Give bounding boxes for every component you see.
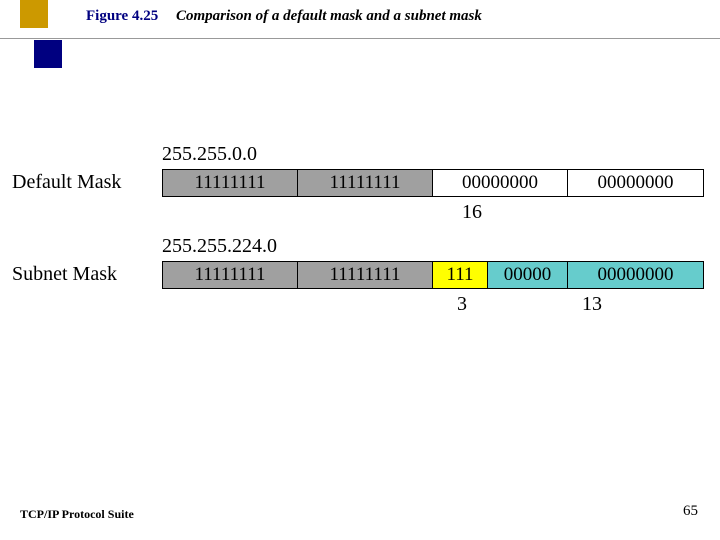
subnet-mask-cell: 111 xyxy=(433,262,488,288)
subnet-mask-subnetbits: 3 xyxy=(457,293,467,316)
header-rule xyxy=(0,38,720,39)
subnet-mask-cell: 11111111 xyxy=(163,262,298,288)
decor-square-navy xyxy=(34,40,62,68)
default-mask-cell: 00000000 xyxy=(568,170,703,196)
default-mask-cell: 00000000 xyxy=(433,170,568,196)
subnet-mask-row: 11111111 11111111 111 00000 00000000 xyxy=(162,261,704,289)
subnet-mask-ip: 255.255.224.0 xyxy=(162,235,277,258)
default-mask-cell: 11111111 xyxy=(298,170,433,196)
default-mask-hostbits: 16 xyxy=(462,201,482,224)
footer-left: TCP/IP Protocol Suite xyxy=(20,507,134,522)
default-mask-label: Default Mask xyxy=(12,171,121,194)
default-mask-row: 11111111 11111111 00000000 00000000 xyxy=(162,169,704,197)
figure-title: Comparison of a default mask and a subne… xyxy=(176,8,482,25)
default-mask-ip: 255.255.0.0 xyxy=(162,143,257,166)
subnet-mask-cell: 00000 xyxy=(488,262,568,288)
subnet-mask-cell: 00000000 xyxy=(568,262,703,288)
subnet-mask-label: Subnet Mask xyxy=(12,263,117,286)
page-number: 65 xyxy=(683,503,698,520)
decor-square-gold xyxy=(20,0,48,28)
figure-label: Figure 4.25 xyxy=(86,8,158,25)
subnet-mask-cell: 11111111 xyxy=(298,262,433,288)
slide-header: Figure 4.25 Comparison of a default mask… xyxy=(0,0,720,80)
subnet-mask-hostbits: 13 xyxy=(582,293,602,316)
default-mask-cell: 11111111 xyxy=(163,170,298,196)
